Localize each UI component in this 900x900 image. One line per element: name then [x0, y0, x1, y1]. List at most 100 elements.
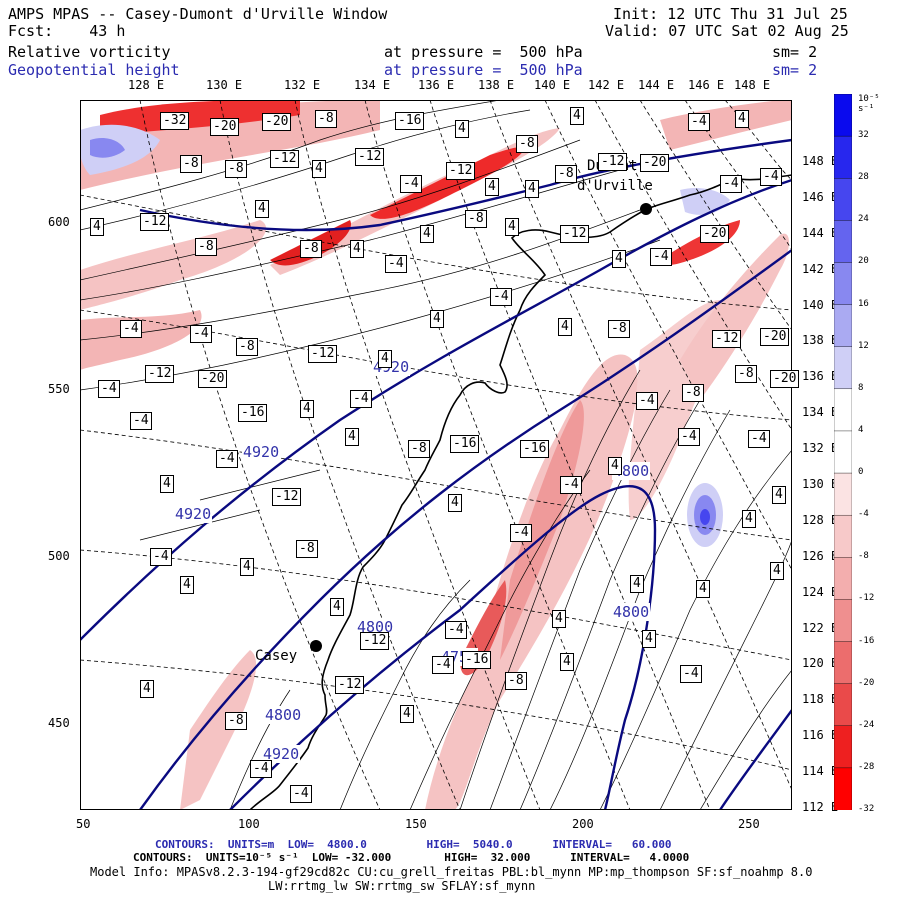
vorticity-contour-label: 4: [350, 240, 364, 258]
x-tick-label: 150: [405, 817, 427, 831]
vorticity-contour-label: -8: [682, 384, 704, 402]
vorticity-contour-label: -4: [190, 325, 212, 343]
vorticity-contour-label: -20: [262, 113, 292, 131]
colorbar-cell: [834, 683, 852, 727]
right-lat-label: 134 E: [802, 405, 839, 420]
vorticity-contour-label: -12: [270, 150, 300, 168]
vorticity-contour-label: -12: [560, 225, 590, 243]
vorticity-contour-label: -12: [598, 153, 628, 171]
vorticity-contour-label: -4: [760, 168, 782, 186]
vorticity-contour-label: -16: [238, 404, 268, 422]
lat-lon-grid: [80, 100, 792, 810]
colorbar-unit: 10⁻⁵ s⁻¹: [858, 94, 880, 114]
vorticity-contour-label: -16: [395, 112, 425, 130]
height-contour-label: 4800: [356, 618, 395, 636]
vorticity-contour-label: 4: [772, 486, 786, 504]
place-label-casey: Casey: [255, 648, 298, 664]
vorticity-contour-label: 4: [505, 218, 519, 236]
lon-label: 144 E: [638, 78, 675, 92]
map-frame: [80, 100, 792, 810]
vorticity-contour-label: -4: [490, 288, 512, 306]
field2-level: at pressure = 500 hPa: [384, 61, 583, 79]
vorticity-contour-label: -4: [216, 450, 238, 468]
lon-label: 142 E: [588, 78, 625, 92]
footer-vorticity-contours: CONTOURS: UNITS=10⁻⁵ s⁻¹ LOW= -32.000 HI…: [133, 851, 690, 864]
colorbar-cell: [834, 641, 852, 685]
vorticity-contour-label: -12: [446, 162, 476, 180]
y-tick-label: 450: [48, 716, 70, 730]
colorbar-label: -4: [858, 509, 869, 520]
right-lat-label: 126 E: [802, 548, 839, 563]
height-contour-label: 4920: [262, 745, 301, 763]
vorticity-contour-label: -8: [225, 160, 247, 178]
colorbar-label: 16: [858, 298, 869, 309]
vorticity-contour-label: -12: [360, 632, 390, 650]
vorticity-contour-label: -20: [700, 225, 730, 243]
colorbar-cell: [834, 220, 852, 264]
colorbar-label: -32: [858, 804, 875, 814]
vorticity-contour-label: -20: [760, 328, 790, 346]
vorticity-contour-label: -32: [160, 112, 190, 130]
footer-model-info: Model Info: MPASv8.2.3-194-gf29cd82c CU:…: [90, 865, 813, 879]
right-lat-label: 144 E: [802, 225, 839, 240]
vorticity-contour-label: -12: [335, 676, 365, 694]
vorticity-contour-label: 4: [525, 180, 539, 198]
vorticity-contour-label: -8: [236, 338, 258, 356]
vorticity-contour-label: -12: [355, 148, 385, 166]
vorticity-contour-label: -4: [350, 390, 372, 408]
colorbar-cell: [834, 388, 852, 432]
vorticity-contour-label: -4: [400, 175, 422, 193]
vorticity-contour-label: 4: [312, 160, 326, 178]
colorbar-cell: [834, 514, 852, 558]
vorticity-contour-label: -4: [385, 255, 407, 273]
colorbar-label: 32: [858, 130, 869, 141]
vorticity-contour-label: -4: [510, 524, 532, 542]
colorbar-label: 24: [858, 214, 869, 225]
vorticity-contour-label: -4: [150, 548, 172, 566]
colorbar-cell: [834, 725, 852, 769]
vorticity-contour-label: 4: [608, 457, 622, 475]
colorbar-cell: [834, 94, 852, 137]
lon-label: 140 E: [534, 78, 571, 92]
vorticity-contour-label: -4: [678, 428, 700, 446]
vorticity-contour-label: 4: [612, 250, 626, 268]
vorticity-contour-label: -4: [688, 113, 710, 131]
vorticity-contour-label: -4: [560, 476, 582, 494]
colorbar-label: -12: [858, 593, 875, 604]
colorbar-cell: [834, 557, 852, 601]
map-plot: [80, 100, 792, 810]
colorbar-label: 0: [858, 467, 864, 478]
x-tick-label: 250: [738, 817, 760, 831]
x-tick-label: 100: [238, 817, 260, 831]
vorticity-contour-label: -4: [98, 380, 120, 398]
colorbar-cell: [834, 346, 852, 390]
vorticity-contour-label: 4: [330, 598, 344, 616]
y-tick-label: 550: [48, 382, 70, 396]
right-lat-label: 112 E: [802, 800, 839, 814]
vorticity-contour-label: -4: [445, 621, 467, 639]
vorticity-shading: [80, 100, 792, 810]
colorbar-cell: [834, 304, 852, 348]
vorticity-contour-label: -4: [748, 430, 770, 448]
vorticity-contour-label: -12: [712, 330, 742, 348]
vorticity-contour-label: 4: [630, 575, 644, 593]
vorticity-contour-label: -8: [555, 165, 577, 183]
field1-level: at pressure = 500 hPa: [384, 43, 583, 61]
vorticity-contour-label: -8: [300, 240, 322, 258]
vorticity-contour-label: -4: [720, 175, 742, 193]
vorticity-contour-label: -8: [315, 110, 337, 128]
lon-label: 148 E: [734, 78, 771, 92]
x-tick-label: 200: [572, 817, 594, 831]
colorbar-label: -8: [858, 551, 869, 562]
y-tick-label: 500: [48, 549, 70, 563]
vorticity-contour-label: -4: [650, 248, 672, 266]
right-lat-label: 122 E: [802, 620, 839, 635]
vorticity-contour-label: -16: [462, 651, 492, 669]
right-lat-label: 136 E: [802, 369, 839, 384]
lon-label: 130 E: [206, 78, 243, 92]
vorticity-contour-label: 4: [742, 510, 756, 528]
colorbar: [834, 94, 852, 810]
vorticity-contour-label: -12: [308, 345, 338, 363]
city-markers: [310, 203, 652, 652]
vorticity-contour-label: -4: [290, 785, 312, 803]
